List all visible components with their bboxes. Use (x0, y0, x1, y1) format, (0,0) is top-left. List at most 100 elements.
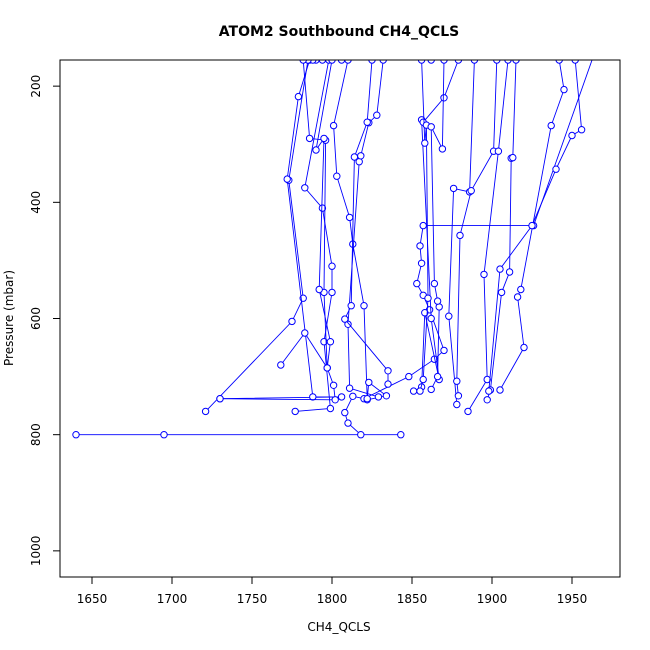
data-point (288, 317, 296, 326)
series-line (486, 60, 517, 400)
series-18 (485, 60, 586, 395)
x-tick-label: 1800 (317, 592, 348, 606)
series-line (430, 60, 445, 390)
data-series (72, 37, 602, 439)
series-6 (277, 60, 336, 372)
data-point (345, 384, 354, 392)
data-point (485, 387, 493, 395)
data-point (421, 139, 429, 147)
data-point (413, 279, 421, 288)
data-point (299, 60, 307, 64)
data-point (309, 393, 317, 401)
data-point (331, 396, 339, 404)
series-8 (344, 60, 387, 401)
series-11 (416, 60, 435, 395)
data-point (323, 364, 331, 372)
data-point (577, 126, 586, 134)
x-tick-label: 1650 (77, 592, 108, 606)
data-point (318, 60, 327, 64)
data-point (517, 285, 525, 294)
data-point (320, 134, 328, 143)
data-point (337, 60, 346, 64)
data-point (305, 134, 314, 143)
data-point (456, 231, 464, 240)
y-tick-label: 1000 (29, 536, 43, 567)
data-point (374, 393, 383, 401)
data-point (496, 265, 504, 273)
data-point (494, 147, 503, 155)
y-tick-label: 200 (29, 75, 43, 98)
data-point (568, 131, 576, 140)
data-point (409, 387, 418, 395)
data-point (449, 184, 458, 193)
data-point (505, 268, 514, 276)
data-point (470, 60, 479, 64)
data-point (528, 221, 536, 230)
data-point (315, 285, 323, 294)
data-point (440, 94, 448, 102)
x-axis: 1650 1700 1750 1800 1850 1900 1950 (77, 577, 588, 606)
data-point (326, 404, 335, 413)
y-tick-label: 600 (29, 307, 43, 330)
data-point (416, 242, 424, 250)
data-point (421, 309, 429, 317)
data-point (419, 375, 427, 384)
data-point (445, 312, 453, 320)
series-17 (496, 60, 568, 394)
series-line (205, 60, 323, 412)
data-point (294, 92, 303, 101)
series-7 (329, 60, 391, 404)
data-point (160, 431, 168, 439)
data-point (357, 152, 365, 160)
data-point (344, 320, 352, 328)
x-tick-label: 1950 (557, 592, 588, 606)
x-tick-label: 1850 (397, 592, 428, 606)
y-tick-label: 800 (29, 423, 43, 446)
data-point (596, 37, 602, 43)
series-3 (291, 60, 336, 416)
x-tick-label: 1900 (477, 592, 508, 606)
data-point (357, 431, 365, 439)
data-point (483, 375, 491, 384)
data-point (365, 378, 373, 387)
data-point (405, 372, 413, 381)
data-point (416, 387, 424, 395)
y-axis-label: Pressure (mbar) (2, 270, 16, 366)
data-point (467, 187, 475, 195)
data-point (291, 407, 299, 416)
data-point (419, 221, 427, 230)
data-point (345, 213, 354, 222)
data-point (454, 60, 463, 64)
data-point (363, 118, 371, 126)
data-point (363, 395, 371, 403)
chart-title: ATOM2 Southbound CH4_QCLS (219, 24, 459, 40)
data-point (464, 407, 472, 416)
data-point (384, 367, 392, 375)
data-point (328, 262, 336, 270)
series-15 (464, 60, 512, 416)
data-point (328, 60, 336, 64)
y-tick-label: 400 (29, 191, 43, 214)
data-point (520, 343, 528, 352)
series-line (344, 60, 389, 385)
data-point (337, 393, 346, 401)
data-point (382, 392, 391, 400)
data-point (216, 395, 224, 403)
data-point (453, 400, 461, 409)
data-point (341, 315, 349, 323)
data-point (552, 165, 560, 173)
data-point (513, 293, 522, 301)
data-point (571, 60, 579, 64)
data-point (379, 60, 387, 64)
data-point (440, 346, 448, 355)
data-point (480, 270, 488, 279)
data-point (326, 338, 335, 346)
data-point (347, 302, 355, 310)
series-10 (409, 60, 463, 395)
data-point (373, 111, 381, 119)
series-14 (453, 60, 501, 400)
data-point (368, 60, 376, 64)
data-point (360, 302, 368, 310)
data-point (344, 419, 352, 427)
